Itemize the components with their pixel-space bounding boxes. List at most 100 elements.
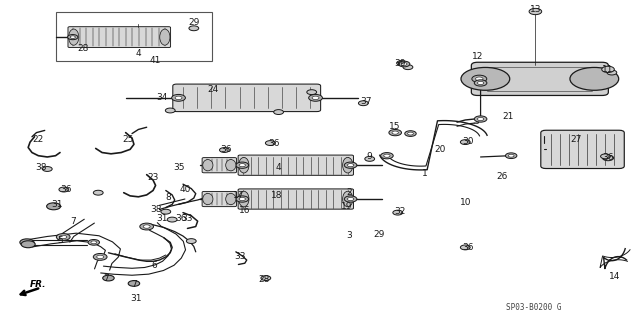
Ellipse shape <box>529 8 541 15</box>
Ellipse shape <box>342 157 353 173</box>
FancyBboxPatch shape <box>471 62 609 95</box>
Text: 33: 33 <box>182 213 193 222</box>
FancyBboxPatch shape <box>202 158 237 173</box>
Text: 31: 31 <box>52 200 63 209</box>
Ellipse shape <box>266 141 275 145</box>
Ellipse shape <box>461 67 509 90</box>
Ellipse shape <box>358 101 368 106</box>
Text: 36: 36 <box>220 145 232 154</box>
Text: 14: 14 <box>609 272 620 281</box>
Ellipse shape <box>47 203 61 210</box>
Text: 3: 3 <box>346 231 351 240</box>
Ellipse shape <box>59 187 68 192</box>
Ellipse shape <box>226 193 236 205</box>
Ellipse shape <box>236 162 248 168</box>
Ellipse shape <box>348 164 354 167</box>
Ellipse shape <box>477 81 484 85</box>
Text: 40: 40 <box>179 185 191 194</box>
FancyBboxPatch shape <box>238 155 353 175</box>
Text: 29: 29 <box>188 19 200 27</box>
Ellipse shape <box>239 197 245 201</box>
Ellipse shape <box>476 77 483 81</box>
Ellipse shape <box>381 152 393 159</box>
Ellipse shape <box>203 193 213 205</box>
Text: SP03-B0200 G: SP03-B0200 G <box>506 303 561 312</box>
Ellipse shape <box>460 140 470 145</box>
Text: 5: 5 <box>57 236 63 245</box>
Ellipse shape <box>474 116 487 122</box>
Ellipse shape <box>143 225 150 228</box>
Ellipse shape <box>91 241 97 244</box>
Text: 31: 31 <box>131 293 142 302</box>
Ellipse shape <box>312 96 319 100</box>
Text: 31: 31 <box>156 214 168 223</box>
Ellipse shape <box>348 197 354 201</box>
Text: 10: 10 <box>460 198 471 207</box>
Text: 11: 11 <box>602 65 614 74</box>
FancyBboxPatch shape <box>202 191 237 207</box>
Text: 34: 34 <box>156 93 168 102</box>
Text: 2: 2 <box>346 188 351 197</box>
Ellipse shape <box>307 90 317 94</box>
Ellipse shape <box>186 239 196 243</box>
Ellipse shape <box>342 191 353 207</box>
Text: 28: 28 <box>77 44 89 53</box>
Ellipse shape <box>160 29 170 45</box>
Ellipse shape <box>408 132 413 135</box>
Text: 36: 36 <box>462 243 474 252</box>
Ellipse shape <box>68 29 79 45</box>
Ellipse shape <box>70 36 76 38</box>
Text: 36: 36 <box>61 185 72 194</box>
Bar <box>56 12 212 62</box>
Text: 23: 23 <box>147 173 159 182</box>
Text: 21: 21 <box>502 112 514 121</box>
Text: 35: 35 <box>173 163 184 172</box>
Text: 24: 24 <box>207 85 219 94</box>
Text: 25: 25 <box>122 135 133 145</box>
Ellipse shape <box>508 154 514 157</box>
Text: 27: 27 <box>570 135 582 145</box>
Ellipse shape <box>389 130 401 136</box>
Text: 33: 33 <box>235 252 246 261</box>
Ellipse shape <box>68 34 78 40</box>
Ellipse shape <box>102 275 114 281</box>
Ellipse shape <box>384 154 390 157</box>
Ellipse shape <box>401 63 407 65</box>
Text: 9: 9 <box>367 152 372 161</box>
Text: 13: 13 <box>530 5 541 14</box>
Text: 7: 7 <box>104 274 109 283</box>
Ellipse shape <box>167 217 177 222</box>
FancyBboxPatch shape <box>68 27 171 48</box>
Ellipse shape <box>220 148 229 152</box>
Ellipse shape <box>88 240 100 245</box>
Ellipse shape <box>165 108 175 113</box>
Ellipse shape <box>474 80 487 86</box>
Ellipse shape <box>172 94 186 101</box>
Ellipse shape <box>398 61 410 67</box>
Text: 7: 7 <box>131 280 137 289</box>
Ellipse shape <box>344 196 357 202</box>
Ellipse shape <box>344 162 357 168</box>
Ellipse shape <box>570 67 619 90</box>
Text: 32: 32 <box>394 207 405 216</box>
FancyBboxPatch shape <box>173 84 321 112</box>
Ellipse shape <box>365 156 374 161</box>
FancyBboxPatch shape <box>541 130 624 168</box>
Ellipse shape <box>261 276 271 280</box>
Text: 36: 36 <box>602 153 614 162</box>
Ellipse shape <box>602 66 614 72</box>
Ellipse shape <box>56 234 70 241</box>
Text: 15: 15 <box>390 122 401 131</box>
Text: 37: 37 <box>360 97 372 107</box>
Ellipse shape <box>397 61 406 65</box>
Ellipse shape <box>239 164 245 167</box>
Text: 39: 39 <box>394 59 405 68</box>
Ellipse shape <box>60 235 67 239</box>
Ellipse shape <box>42 167 52 171</box>
Text: 28: 28 <box>258 275 269 284</box>
Ellipse shape <box>472 75 487 83</box>
Ellipse shape <box>226 160 236 171</box>
Text: 16: 16 <box>239 206 250 215</box>
Ellipse shape <box>274 110 284 115</box>
Text: 26: 26 <box>496 172 508 182</box>
